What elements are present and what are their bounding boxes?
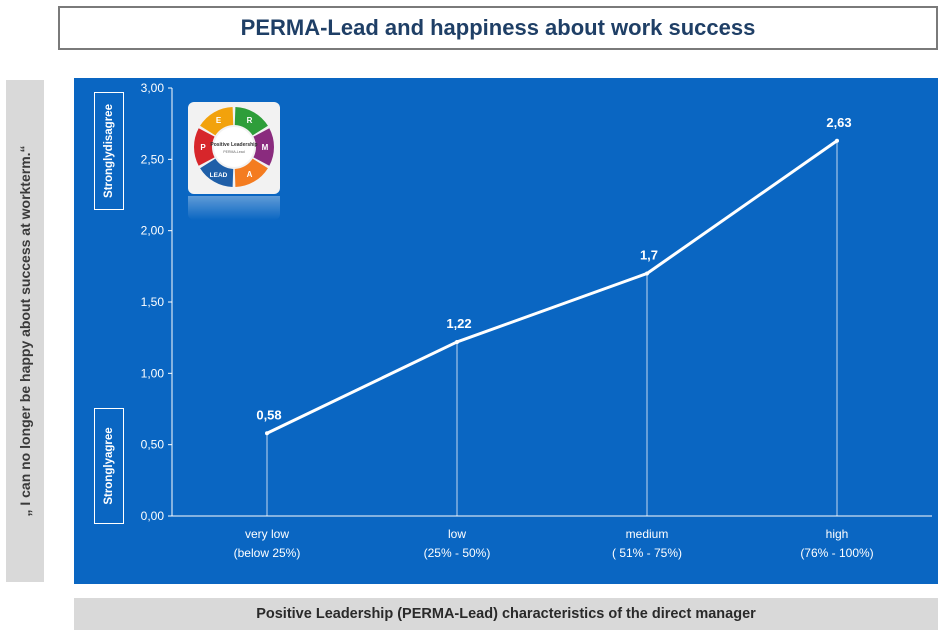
y-tick-label: 3,00 xyxy=(141,81,165,95)
perma-lead-logo-graphic: E R M A LEAD P Positive Leadership PERMA-Lead xyxy=(194,107,274,187)
y-tick-label: 0,50 xyxy=(141,438,165,452)
data-point xyxy=(645,271,649,276)
logo-segment-letter: P xyxy=(200,143,206,152)
logo-center-text: Positive Leadership xyxy=(210,142,257,148)
logo-segment xyxy=(234,158,268,187)
data-point xyxy=(455,339,459,344)
strongly-disagree-label: Stronglydisagree xyxy=(103,104,115,198)
x-tick-label: low xyxy=(448,527,466,541)
x-tick-label: (below 25%) xyxy=(234,546,301,560)
logo-segment-letter: A xyxy=(247,170,253,179)
perma-lead-logo: E R M A LEAD P Positive Leadership PERMA-Lead xyxy=(188,102,280,194)
x-tick-label: high xyxy=(826,527,849,541)
y-tick-label: 0,00 xyxy=(141,509,165,523)
logo-segment-letter: E xyxy=(216,116,222,125)
logo-center-subtext: PERMA-Lead xyxy=(223,150,244,154)
strongly-agree-tag: Stronglyagree xyxy=(94,408,124,524)
y-tick-label: 1,00 xyxy=(141,366,165,380)
y-tick-label: 2,00 xyxy=(141,224,165,238)
chart-title: PERMA-Lead and happiness about work succ… xyxy=(58,6,938,50)
logo-center xyxy=(214,127,254,167)
data-label: 2,63 xyxy=(826,115,851,130)
data-label: 1,7 xyxy=(640,247,658,262)
logo-segment-letter: M xyxy=(262,143,269,152)
x-axis-title: Positive Leadership (PERMA-Lead) charact… xyxy=(74,598,938,630)
y-tick-label: 2,50 xyxy=(141,152,165,166)
chart-panel: 0,00 0,50 1,00 1,50 2,00 2,50 3,00 very low (bel… xyxy=(74,78,938,584)
logo-reflection xyxy=(188,196,280,220)
line-chart: 0,00 0,50 1,00 1,50 2,00 2,50 3,00 very low (bel… xyxy=(141,81,932,560)
x-tick-label: (76% - 100%) xyxy=(800,546,873,560)
logo-segment-letter: R xyxy=(247,116,253,125)
strongly-disagree-tag: Stronglydisagree xyxy=(94,92,124,210)
x-tick-label: (25% - 50%) xyxy=(424,546,491,560)
series-line xyxy=(265,139,839,435)
logo-segment xyxy=(253,128,274,166)
logo-segment xyxy=(200,158,234,187)
data-point xyxy=(265,431,269,436)
x-tick-label: medium xyxy=(626,527,669,541)
data-label: 1,22 xyxy=(446,316,471,331)
y-axis-label: „ I can no longer be happy about success… xyxy=(17,145,33,517)
y-axis-label-panel xyxy=(6,80,44,582)
logo-segment xyxy=(194,128,215,166)
logo-segment xyxy=(234,107,268,136)
data-point xyxy=(835,138,839,143)
strongly-agree-label: Stronglyagree xyxy=(103,427,115,505)
logo-segment xyxy=(200,107,234,136)
data-label: 0,58 xyxy=(256,407,281,422)
x-tick-label: ( 51% - 75%) xyxy=(612,546,682,560)
x-tick-label: very low xyxy=(245,527,289,541)
y-tick-label: 1,50 xyxy=(141,295,165,309)
logo-segment-letter: LEAD xyxy=(210,172,228,179)
